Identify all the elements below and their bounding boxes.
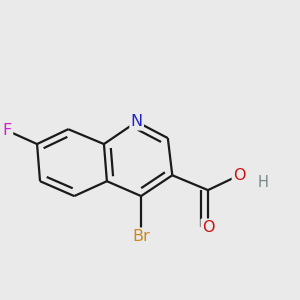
Text: Br: Br bbox=[132, 229, 150, 244]
Text: O: O bbox=[233, 168, 245, 183]
Text: O: O bbox=[202, 220, 214, 235]
Text: F: F bbox=[3, 123, 12, 138]
Text: H: H bbox=[257, 175, 268, 190]
Text: N: N bbox=[130, 114, 143, 129]
